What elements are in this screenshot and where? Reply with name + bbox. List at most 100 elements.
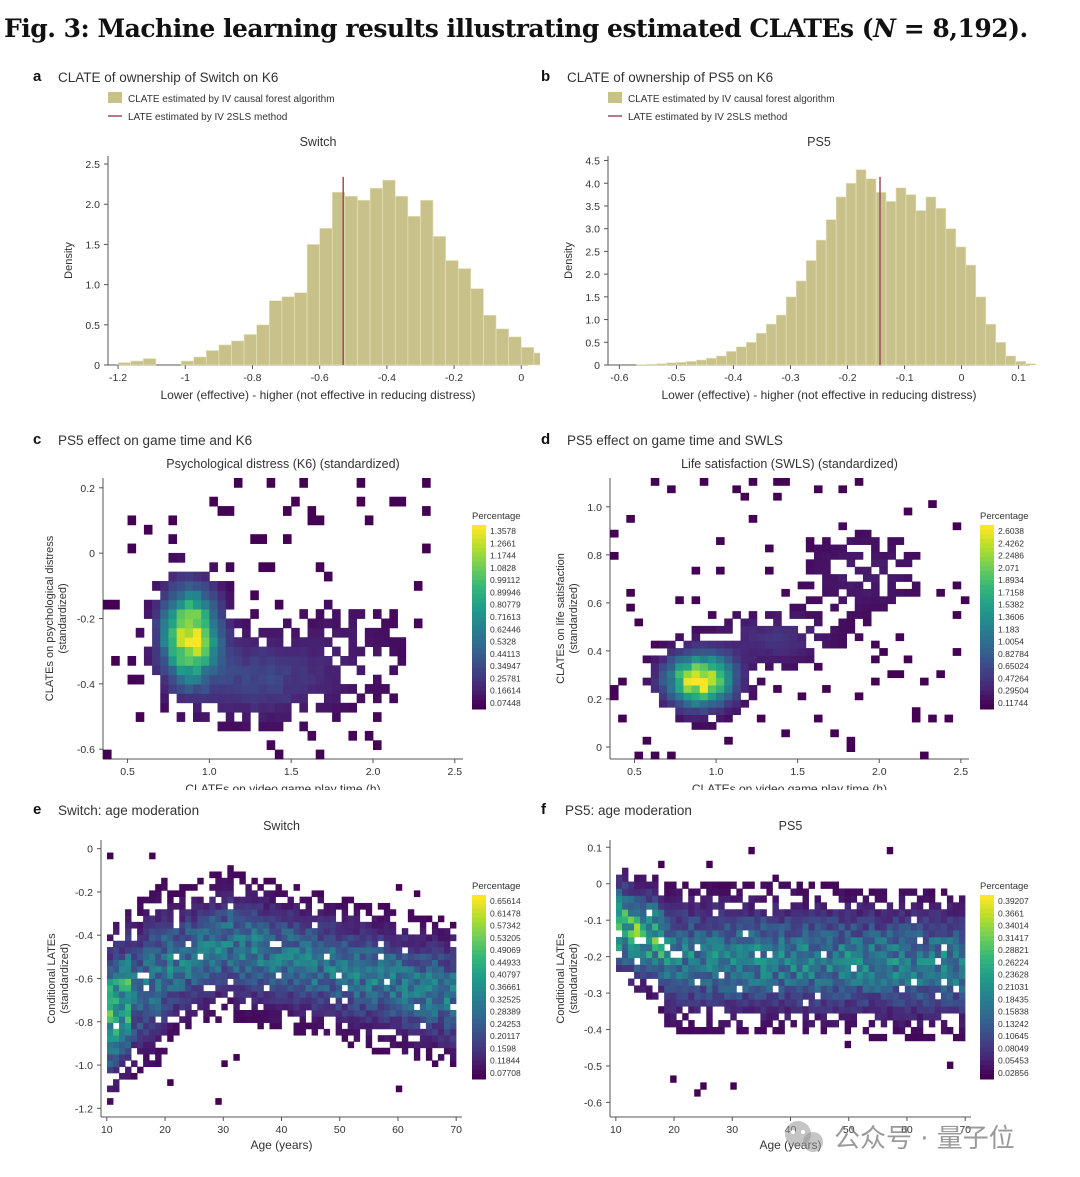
- heatmap-cell: [185, 978, 192, 986]
- heatmap-cell: [766, 943, 773, 952]
- heatmap-cell: [683, 685, 692, 693]
- heatmap-cell: [898, 1020, 906, 1028]
- heatmap-cell: [227, 940, 234, 948]
- heatmap-cell: [449, 1060, 457, 1068]
- colorbar-label: 0.18435: [998, 994, 1029, 1004]
- heatmap-cell: [903, 588, 913, 597]
- heatmap-cell: [143, 909, 150, 916]
- heatmap-cell: [389, 921, 397, 929]
- heatmap-cell: [712, 936, 719, 945]
- heatmap-cell: [790, 978, 797, 986]
- heatmap-cell: [862, 923, 870, 931]
- heatmap-cell: [371, 915, 379, 923]
- heatmap-cell: [245, 902, 252, 910]
- heatmap-cell: [317, 1022, 325, 1030]
- heatmap-cell: [168, 665, 178, 676]
- heatmap-cell: [838, 1006, 846, 1014]
- heatmap-cell: [675, 648, 684, 656]
- heatmap-cell: [389, 1041, 397, 1049]
- y-tick-label: -0.4: [584, 1025, 602, 1037]
- heatmap-cell: [315, 665, 325, 676]
- heatmap-cell: [233, 947, 240, 954]
- colorbar-segment: [472, 607, 486, 613]
- heatmap-cell: [317, 978, 325, 986]
- heatmap-cell: [895, 537, 905, 545]
- heatmap-cell: [449, 953, 457, 961]
- heatmap-cell: [152, 665, 161, 676]
- x-tick-label: 0.5: [627, 766, 642, 778]
- heatmap-cell: [203, 902, 210, 910]
- colorbar-label: 1.3578: [490, 526, 516, 536]
- heatmap-cell: [706, 936, 713, 945]
- heatmap-cell: [805, 648, 815, 656]
- heatmap-cell: [946, 971, 954, 979]
- heatmap-cell: [871, 640, 880, 649]
- heatmap-cell: [179, 1016, 186, 1023]
- heatmap-cell: [688, 964, 695, 972]
- histogram-bar: [745, 341, 757, 366]
- heatmap-cell: [176, 665, 186, 676]
- heatmap-cell: [856, 1006, 864, 1014]
- heatmap-cell: [371, 921, 379, 929]
- heatmap-cell: [317, 1016, 325, 1023]
- heatmap-cell: [419, 972, 427, 979]
- heatmap-cell: [168, 655, 178, 666]
- heatmap-cell: [449, 947, 457, 954]
- heatmap-cell: [131, 959, 138, 967]
- heatmap-cell: [161, 953, 168, 961]
- colorbar-label: 0.23628: [998, 970, 1029, 980]
- heatmap-cell: [269, 984, 276, 992]
- heatmap-cell: [191, 991, 198, 998]
- heatmap-cell: [772, 999, 779, 1007]
- heatmap-cell: [772, 923, 779, 931]
- heatmap-cell: [904, 992, 912, 1000]
- colorbar-segment: [472, 1056, 486, 1062]
- heatmap-cell: [682, 1026, 689, 1035]
- heatmap-cell: [676, 888, 683, 896]
- heatmap-cell: [293, 915, 300, 923]
- heatmap-cell: [233, 965, 240, 973]
- heatmap-cell: [922, 957, 930, 966]
- heatmap-cell: [155, 947, 162, 954]
- heatmap-cell: [766, 930, 773, 938]
- heatmap-cell: [667, 677, 676, 686]
- heatmap-cell: [125, 1003, 132, 1011]
- heatmap-cell: [176, 552, 186, 563]
- heatmap-cell: [730, 943, 737, 952]
- heatmap-cell: [688, 936, 695, 945]
- heatmap-cell: [886, 923, 894, 931]
- heatmap-cell: [880, 943, 888, 952]
- heatmap-cell: [299, 928, 306, 935]
- heatmap-cell: [754, 930, 761, 938]
- heatmap-cell: [419, 934, 427, 942]
- heatmap-cell: [173, 997, 180, 1005]
- heatmap-cell: [167, 928, 174, 935]
- y-tick-label: 0: [596, 879, 602, 891]
- heatmap-cell: [854, 692, 864, 701]
- heatmap-cell: [353, 984, 361, 992]
- heatmap-cell: [413, 1022, 421, 1030]
- heatmap-cell: [283, 674, 292, 685]
- heatmap-cell: [107, 1098, 114, 1105]
- heatmap-cell: [646, 992, 653, 1000]
- heatmap-cell: [904, 909, 912, 917]
- heatmap-cell: [958, 978, 966, 986]
- heatmap-cell: [413, 940, 421, 948]
- heatmap-cell: [868, 978, 876, 986]
- colorbar-segment: [472, 653, 486, 659]
- heatmap-cell: [640, 923, 647, 931]
- heatmap-cell: [628, 978, 635, 986]
- heatmap-cell: [125, 1041, 132, 1049]
- heatmap-cell: [215, 890, 222, 898]
- heatmap-cell: [946, 950, 954, 959]
- heatmap-cell: [251, 909, 258, 916]
- heatmap-cell: [813, 611, 823, 619]
- heatmap-cell: [736, 964, 743, 972]
- colorbar-segment: [472, 589, 486, 595]
- heatmap-cell: [868, 916, 876, 924]
- heatmap-cell: [946, 985, 954, 993]
- heatmap-cell: [266, 478, 276, 488]
- heatmap-cell: [789, 625, 799, 634]
- heatmap-cell: [179, 934, 186, 942]
- heatmap-cell: [422, 543, 431, 554]
